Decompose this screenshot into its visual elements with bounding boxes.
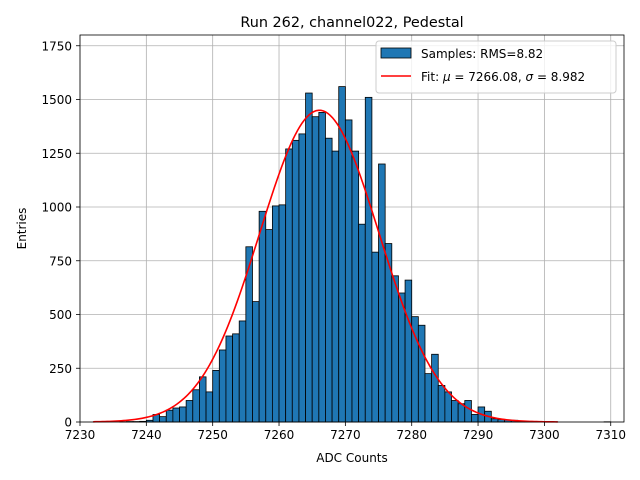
x-axis-label: ADC Counts (316, 451, 388, 465)
x-tick-label: 7260 (264, 428, 295, 442)
legend-box (375, 40, 617, 94)
x-tick-label: 7250 (197, 428, 228, 442)
legend-fit-mu-value: = 7266.08, (451, 70, 526, 84)
y-tick-label: 0 (64, 416, 72, 430)
histogram-bar (252, 301, 260, 423)
histogram-bar (471, 414, 479, 423)
x-tick-label: 7270 (330, 428, 361, 442)
legend-fit-label: Fit: μ = 7266.08, σ = 8.982 (421, 70, 585, 84)
x-tick-label: 7230 (65, 428, 96, 442)
histogram-bar (271, 205, 280, 423)
fit-curve (93, 109, 558, 423)
histogram-bar (437, 385, 446, 423)
chart-title: Run 262, channel022, Pedestal (240, 15, 463, 31)
histogram-bar (391, 275, 399, 423)
histogram-bar (258, 210, 267, 423)
histogram-bar (404, 279, 413, 423)
histogram-bar (464, 400, 472, 423)
histogram-bar (351, 150, 360, 423)
legend-fit-sigma-value: = 8.982 (533, 70, 585, 84)
histogram-bar (444, 391, 452, 423)
y-tick-label: 1250 (41, 147, 72, 161)
histogram-bar (265, 229, 273, 423)
plot-frame (79, 34, 625, 423)
histogram-bar (398, 292, 406, 423)
histogram-bar (490, 418, 499, 423)
x-tick-label: 7280 (396, 428, 427, 442)
histogram-bar (205, 391, 214, 423)
histogram-bar (424, 373, 433, 423)
y-tick-label: 250 (49, 362, 72, 376)
y-tick-label: 1750 (41, 39, 72, 53)
histogram-bar (371, 251, 379, 423)
histogram-bar (298, 133, 306, 423)
histogram-bar (185, 400, 194, 423)
y-tick-label: 1000 (41, 201, 72, 215)
histogram-bar (325, 137, 333, 423)
histogram-bar (159, 416, 167, 423)
legend-fit-sigma: σ (526, 70, 534, 84)
axis-ticks: 7230 7240 7250 7260 7270 7280 7290 7300 7310 0 250… (41, 39, 626, 442)
histogram-bar (318, 112, 326, 423)
x-tick-label: 7300 (529, 428, 560, 442)
legend-fit-prefix: Fit: (421, 70, 443, 84)
legend-samples-swatch (380, 47, 412, 59)
histogram-bar (331, 150, 340, 423)
y-tick-label: 750 (49, 254, 72, 268)
legend-samples-label: Samples: RMS=8.82 (421, 47, 543, 61)
histogram-bar (457, 403, 466, 423)
histogram-bar (278, 204, 287, 423)
histogram-bar (417, 324, 426, 423)
histogram-bar (238, 320, 247, 423)
histogram-bars (92, 86, 612, 423)
histogram-bar (212, 369, 220, 423)
histogram-bar (378, 163, 386, 423)
histogram-bar (179, 406, 187, 423)
histogram-bar (165, 409, 174, 423)
x-tick-label: 7310 (595, 428, 626, 442)
x-tick-label: 7290 (463, 428, 494, 442)
legend-fit-mu: μ (442, 70, 451, 84)
histogram-bar (305, 92, 313, 423)
y-tick-label: 500 (49, 308, 72, 322)
histogram-bar (431, 353, 439, 423)
histogram-bar (364, 96, 373, 423)
histogram-bar (358, 223, 366, 423)
histogram-bar (344, 119, 353, 423)
histogram-bar (225, 335, 233, 423)
x-tick-label: 7240 (131, 428, 162, 442)
histogram-bar (218, 349, 227, 423)
histogram-bar (199, 376, 207, 423)
histogram-bar (192, 389, 200, 423)
histogram-bar (172, 407, 180, 423)
histogram-bar (451, 400, 459, 423)
histogram-bar (232, 333, 240, 423)
y-axis-label: Entries (15, 208, 29, 250)
histogram-bar (285, 148, 293, 423)
legend: Samples: RMS=8.82 Fit: μ = 7266.08, σ = … (375, 40, 617, 94)
histogram-bar (291, 139, 300, 423)
y-tick-label: 1500 (41, 93, 72, 107)
histogram-bar (311, 116, 320, 423)
